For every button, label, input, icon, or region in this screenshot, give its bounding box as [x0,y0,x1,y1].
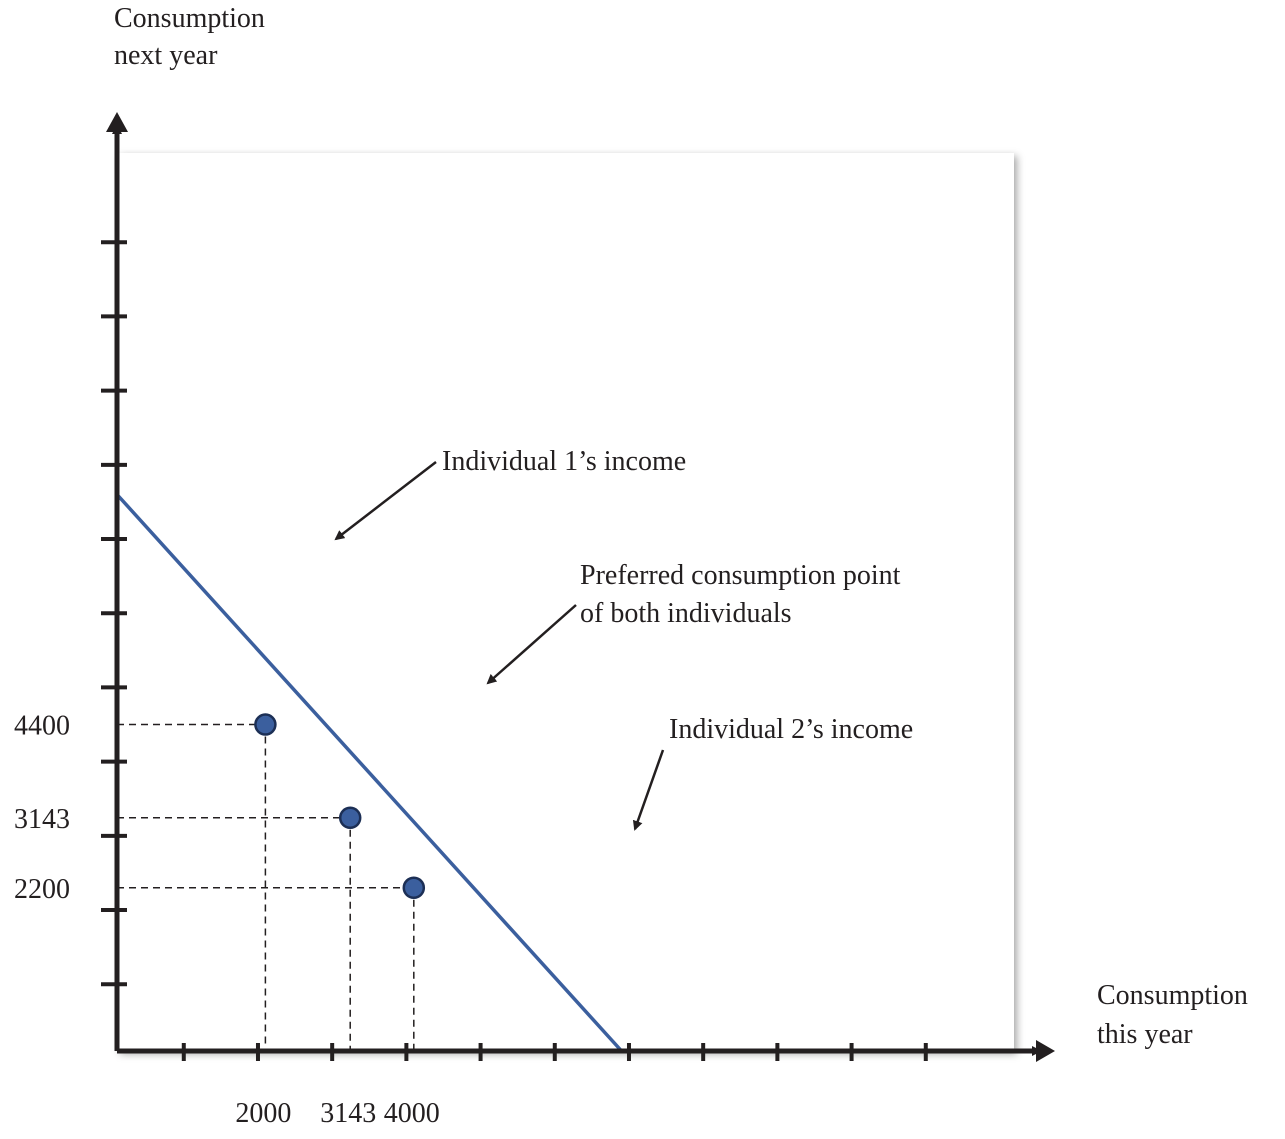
annotations: Individual 1’s income Preferred consumpti… [334,446,913,831]
plot-panel [117,153,1014,1051]
budget-line [115,493,623,1053]
budget-line-path [115,493,623,1053]
x-tick-label: 4000 [384,1098,440,1129]
y-tick-label: 3143 [14,804,70,835]
x-axis-arrow [1036,1040,1055,1062]
y-axis-title-line-1: Consumption [114,3,265,34]
x-axis-title-line-1: Consumption [1097,980,1248,1011]
y-axis-title-line-2: next year [114,40,218,71]
data-point [254,713,277,736]
x-axis-title: Consumption this year [1097,980,1248,1050]
y-axis-title: Consumption next year [114,3,265,71]
annotation-arrow [632,749,665,831]
data-point [338,806,362,830]
x-tick-label: 3143 [320,1098,376,1129]
annotation-label: Individual 1’s income [442,446,686,477]
y-tick-label: 4400 [14,711,70,742]
x-tick-label: 2000 [235,1098,291,1129]
annotation-label: Individual 2’s income [669,714,913,745]
annotation-arrow [334,461,437,541]
axes [106,112,1055,1062]
y-axis-arrow [106,112,128,132]
annotation-arrow [486,604,577,685]
guide-lines [117,723,415,1051]
data-point [402,876,426,900]
x-axis-title-line-2: this year [1097,1019,1193,1050]
axis-ticks: 2000 3143 4000 4400 3143 2200 [14,240,928,1129]
data-points [254,713,426,900]
annotation-label: of both individuals [580,598,792,629]
y-tick-label: 2200 [14,874,70,905]
annotation-label: Preferred consumption point [580,560,901,591]
